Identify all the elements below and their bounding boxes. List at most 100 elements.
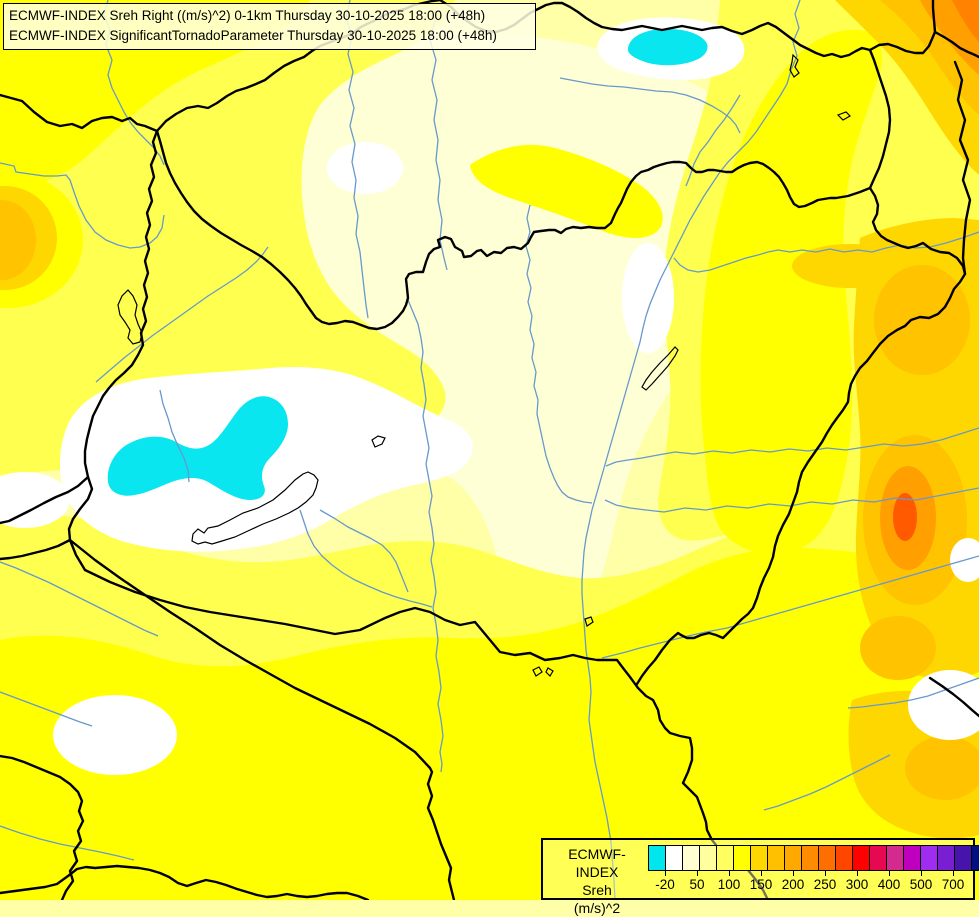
colorbar-tick-label: 150 [749, 877, 773, 892]
colorbar-tick-label: 200 [781, 877, 805, 892]
small-lake-s3 [584, 616, 594, 627]
border-sava [0, 864, 370, 900]
legend-units: (m/s)^2 [573, 900, 621, 916]
border-pl-ua [868, 0, 979, 59]
colorbar-tick-label: 50 [689, 877, 705, 892]
colorbar-tick-label: 250 [813, 877, 837, 892]
colorbar-cell [716, 845, 733, 871]
colorbar-cell [954, 845, 971, 871]
colorbar-tick-label: -20 [655, 877, 675, 892]
contour-cyan-north [627, 28, 708, 66]
small-lake-s1 [532, 666, 543, 677]
border-at-hu [67, 129, 159, 572]
title-line-1: ECMWF-INDEX Sreh Right ((m/s)^2) 0-1km T… [9, 8, 486, 23]
koros-river-south [604, 487, 979, 513]
danube-river-south [407, 299, 444, 773]
maros-river [601, 555, 979, 659]
contour-white-west-edge [0, 472, 70, 528]
colorbar-tick [921, 871, 922, 876]
colorbar-tick [793, 871, 794, 876]
colorbar-cell [852, 845, 869, 871]
koros-river-north [605, 427, 979, 467]
lake-tisza-outline [641, 346, 679, 391]
border-hr-se [68, 538, 456, 900]
legend-labels: ECMWF-INDEX Sreh (m/s)^2 [547, 845, 647, 917]
sw-stream-2 [0, 825, 135, 861]
colorbar-tick-label: 400 [877, 877, 901, 892]
colorbar-cell [801, 845, 818, 871]
lakes [117, 53, 851, 677]
border-ua-ro-east [953, 60, 972, 276]
hron-river [345, 0, 369, 319]
border-at-si [0, 475, 90, 525]
colorbar-tick [697, 871, 698, 876]
sio-river [299, 509, 433, 608]
border-sk-ua [868, 48, 892, 190]
ne-stream [559, 77, 741, 134]
sw-stream-1 [0, 691, 93, 727]
lake-ferto-outline [117, 289, 143, 345]
colorbar-tick [825, 871, 826, 876]
colorbar-cell [733, 845, 750, 871]
small-lake-ne [836, 111, 851, 121]
border-si-hr-south [0, 754, 85, 900]
colorbar-cell [648, 845, 665, 871]
contour-cyan-balaton [107, 396, 288, 500]
colorbar-cell [886, 845, 903, 871]
border-at-cz [0, 93, 159, 133]
lake-velence-outline [371, 435, 386, 448]
contour-amber-se [905, 736, 979, 800]
colorbar-cell [971, 845, 979, 871]
legend-subtitle: Sreh [582, 882, 612, 898]
tisza-river [581, 0, 801, 900]
border-si-hr-west [0, 538, 72, 561]
contour-bright-south [0, 548, 979, 900]
colorbar-cell [920, 845, 937, 871]
colorbar-tick-label: 300 [845, 877, 869, 892]
colorbar-tick [761, 871, 762, 876]
contour-bright-dot [527, 194, 539, 206]
zala-river [159, 389, 190, 483]
legend-title: ECMWF-INDEX [568, 846, 626, 880]
kapos-stream [319, 509, 409, 593]
colorbar-tick-label: 700 [941, 877, 965, 892]
colorbar-cell [784, 845, 801, 871]
border-hu-ua-ro [635, 186, 967, 686]
contour-white-east-edge [908, 670, 979, 740]
se-stream-2 [763, 754, 891, 811]
contour-dark-orange-ne [952, 0, 979, 42]
border-se-corner [928, 676, 979, 718]
colorbar-tick [665, 871, 666, 876]
colorbar-tick [857, 871, 858, 876]
colorbar-tick [953, 871, 954, 876]
contour-white-sw [53, 695, 177, 775]
contour-amber-east-lower [860, 616, 936, 680]
border-hu-sk [155, 129, 872, 331]
contour-bright-east [700, 29, 882, 555]
colorbar-cell [903, 845, 920, 871]
colorbar-tick [889, 871, 890, 876]
raba-river [95, 246, 269, 383]
colorbar-cell [665, 845, 682, 871]
colorbar-cell [937, 845, 954, 871]
small-lake-s2 [545, 667, 554, 677]
lake-balaton-outline [191, 471, 319, 545]
contour-amber-west [0, 200, 36, 280]
colorbar-cell [699, 845, 716, 871]
colorbar-cell [818, 845, 835, 871]
colorbar-cell [767, 845, 784, 871]
bodrog-river [685, 94, 741, 187]
ipel-river [429, 19, 448, 271]
colorbar [648, 845, 979, 871]
zagyva-river [525, 204, 593, 504]
colorbar-tick-label: 500 [909, 877, 933, 892]
contour-red-orange-core [893, 493, 917, 541]
mura-river [0, 561, 159, 637]
colorbar-cell [869, 845, 886, 871]
se-stream-1 [847, 677, 979, 709]
contour-white-center-east [622, 243, 674, 353]
